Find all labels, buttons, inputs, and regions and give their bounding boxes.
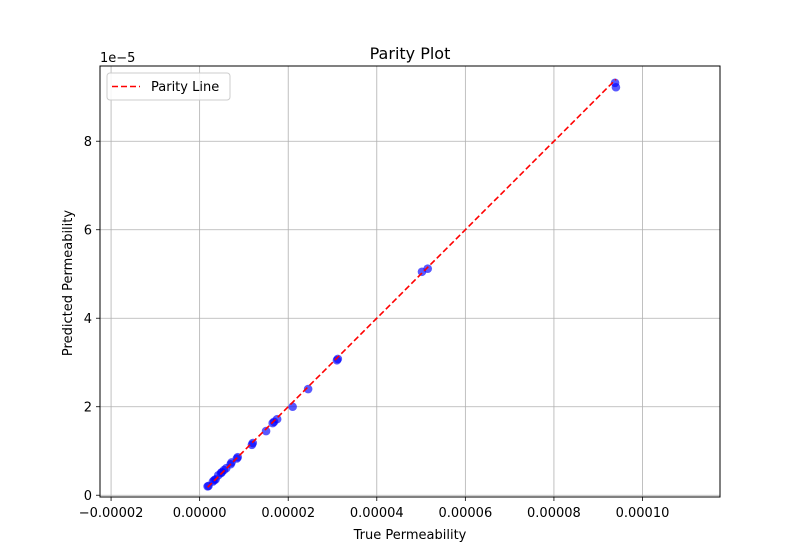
x-tick-label: 0.00004	[350, 506, 404, 521]
x-axis-title: True Permeability	[353, 528, 467, 543]
parity-line	[207, 78, 617, 488]
x-tick-label: 0.00006	[438, 506, 492, 521]
axis-ticks: −0.00002 0.00000 0.00002 0.00004 0.00006 0.00…	[79, 135, 670, 521]
y-tick-label: 8	[84, 135, 92, 150]
y-tick-label: 2	[84, 401, 92, 416]
x-tick-label: 0.00002	[261, 506, 315, 521]
grid-lines	[100, 66, 720, 497]
x-tick-label: 0.00010	[616, 506, 670, 521]
scatter-point	[261, 426, 271, 436]
scatter-point	[288, 402, 297, 412]
y-tick-label: 6	[84, 224, 92, 239]
x-tick-label: 0.00000	[173, 506, 227, 521]
scatter-point	[611, 82, 621, 92]
legend-box	[106, 72, 231, 101]
plot-frame	[99, 65, 721, 498]
scatter-point	[423, 264, 433, 273]
x-tick-label: 0.00008	[527, 506, 581, 521]
scatter-point	[272, 414, 282, 424]
chart-title: Parity Plot	[370, 44, 451, 63]
scatter-point	[333, 354, 343, 364]
y-offset-label: 1e−5	[100, 51, 135, 66]
scatter-point	[303, 384, 313, 394]
x-tick-label: −0.00002	[79, 506, 144, 521]
y-tick-label: 4	[84, 312, 92, 327]
legend-label: Parity Line	[151, 80, 219, 95]
legend: Parity Line	[106, 72, 231, 101]
plot-data	[203, 78, 621, 491]
y-tick-label: 0	[84, 489, 92, 504]
y-axis-title: Predicted Permeability	[61, 210, 76, 356]
